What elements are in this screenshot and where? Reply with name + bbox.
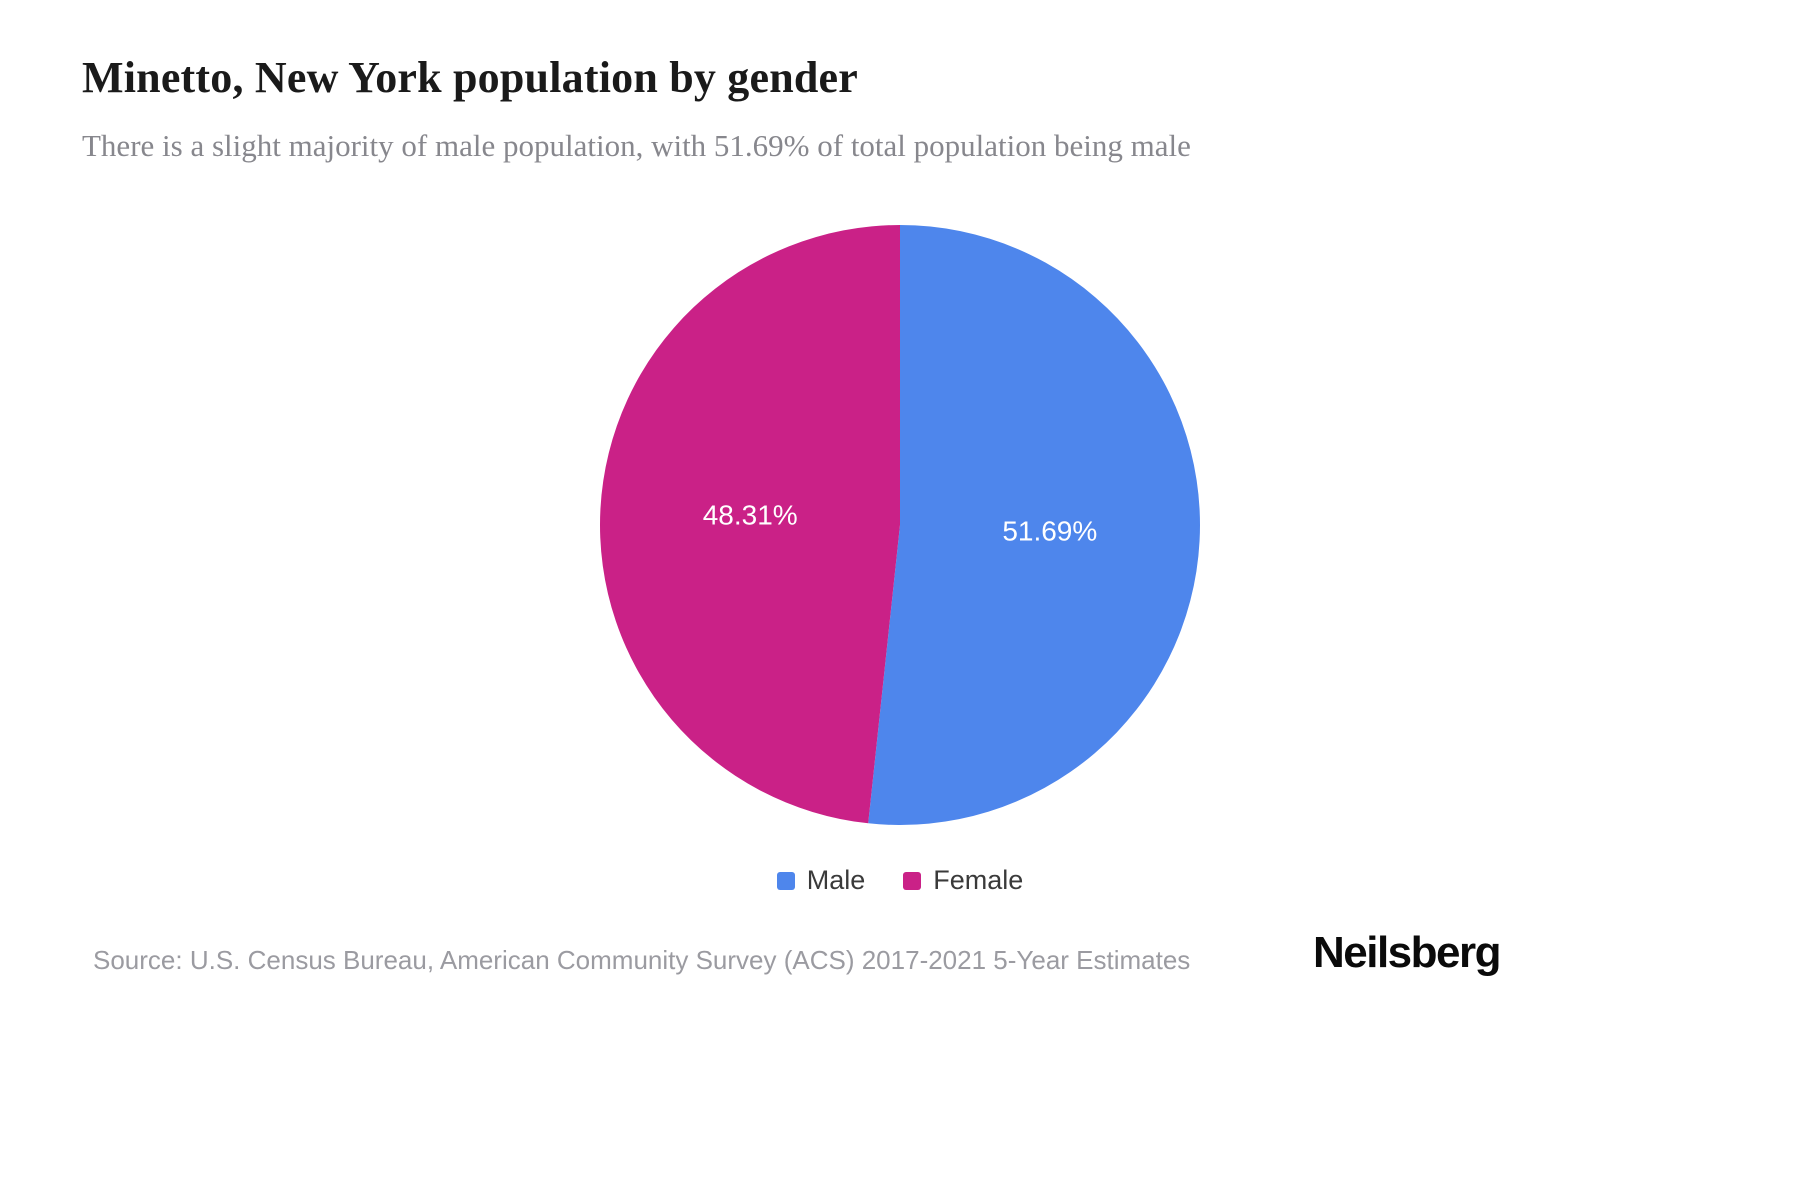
neilsberg-logo: Neilsberg <box>1312 928 1502 977</box>
legend-label-female: Female <box>933 865 1024 895</box>
pie-slice-female[interactable] <box>599 225 900 824</box>
pie-slice-male[interactable] <box>868 225 1200 826</box>
legend-label-male: Male <box>806 865 866 895</box>
slice-label-male: 51.69% <box>1002 515 1097 546</box>
female-legend-swatch-icon <box>903 871 922 890</box>
legend: Male Female <box>590 865 1210 896</box>
slice-label-female: 48.31% <box>703 499 798 530</box>
page-title: Minetto, New York population by gender <box>82 53 858 102</box>
legend-item-male[interactable]: Male <box>776 865 866 896</box>
chart-subtitle: There is a slight majority of male popul… <box>82 128 1191 163</box>
pie-chart: 51.69% 48.31% <box>590 215 1210 835</box>
source-attribution: Source: U.S. Census Bureau, American Com… <box>93 945 1191 975</box>
pie-chart-svg: 51.69% 48.31% <box>599 225 1200 826</box>
male-legend-swatch-icon <box>776 871 795 890</box>
legend-item-female[interactable]: Female <box>903 865 1023 896</box>
